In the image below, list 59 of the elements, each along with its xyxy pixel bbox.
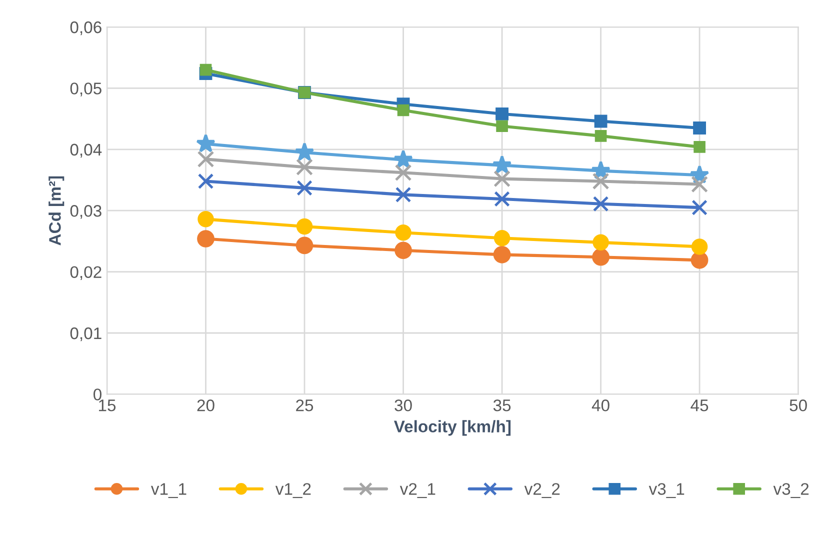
x-tick-label: 45 <box>690 400 708 412</box>
point <box>592 172 610 190</box>
y-tick-label: 0 <box>94 388 102 400</box>
point <box>691 238 708 255</box>
point <box>200 64 212 76</box>
point <box>296 218 313 235</box>
legend-label: v2_1 <box>400 483 436 498</box>
legend-label: v2_2 <box>524 483 560 498</box>
point <box>592 196 609 212</box>
point <box>496 107 508 120</box>
x-tick-label: 15 <box>98 400 116 412</box>
point <box>394 150 413 168</box>
point <box>296 158 313 176</box>
point <box>198 173 214 190</box>
point <box>496 120 508 132</box>
point <box>294 142 314 161</box>
y-axis-title: ACd [m²] <box>48 176 64 246</box>
y-tick-label: 0,06 <box>70 21 102 36</box>
point <box>296 180 312 196</box>
legend-label: v3_2 <box>773 483 809 498</box>
point <box>594 114 608 128</box>
point <box>690 251 708 269</box>
point <box>296 236 314 254</box>
point <box>693 122 706 134</box>
legend-label: v1_2 <box>275 483 311 498</box>
point <box>494 170 511 188</box>
point <box>394 242 412 260</box>
point <box>196 134 216 152</box>
point <box>397 104 410 116</box>
point <box>198 211 214 228</box>
point <box>692 200 708 216</box>
y-tick-label: 0,05 <box>70 82 102 96</box>
point <box>395 186 412 203</box>
point <box>493 246 511 264</box>
y-tick-label: 0,02 <box>70 266 102 280</box>
x-tick-label: 25 <box>296 400 314 412</box>
point <box>197 150 214 168</box>
point <box>594 130 607 142</box>
x-axis-title: Velocity [km/h] <box>394 420 511 436</box>
point <box>492 155 512 174</box>
point <box>395 224 412 241</box>
point <box>694 141 706 153</box>
x-tick-label: 50 <box>790 400 807 412</box>
point <box>494 191 510 207</box>
y-tick-label: 0,04 <box>70 144 102 158</box>
point <box>394 164 412 182</box>
y-tick-label: 0,03 <box>70 205 102 219</box>
x-tick-label: 35 <box>493 400 511 412</box>
y-tick-label: 0,01 <box>70 327 102 342</box>
legend-label: v1_1 <box>150 483 186 498</box>
point <box>592 234 609 251</box>
x-tick-label: 40 <box>592 400 610 412</box>
x-tick-label: 20 <box>197 400 214 412</box>
point <box>197 230 214 248</box>
point <box>691 176 708 193</box>
legend-label: v3_1 <box>648 483 684 498</box>
point <box>592 248 610 266</box>
point <box>494 230 510 246</box>
x-tick-label: 30 <box>394 400 412 412</box>
